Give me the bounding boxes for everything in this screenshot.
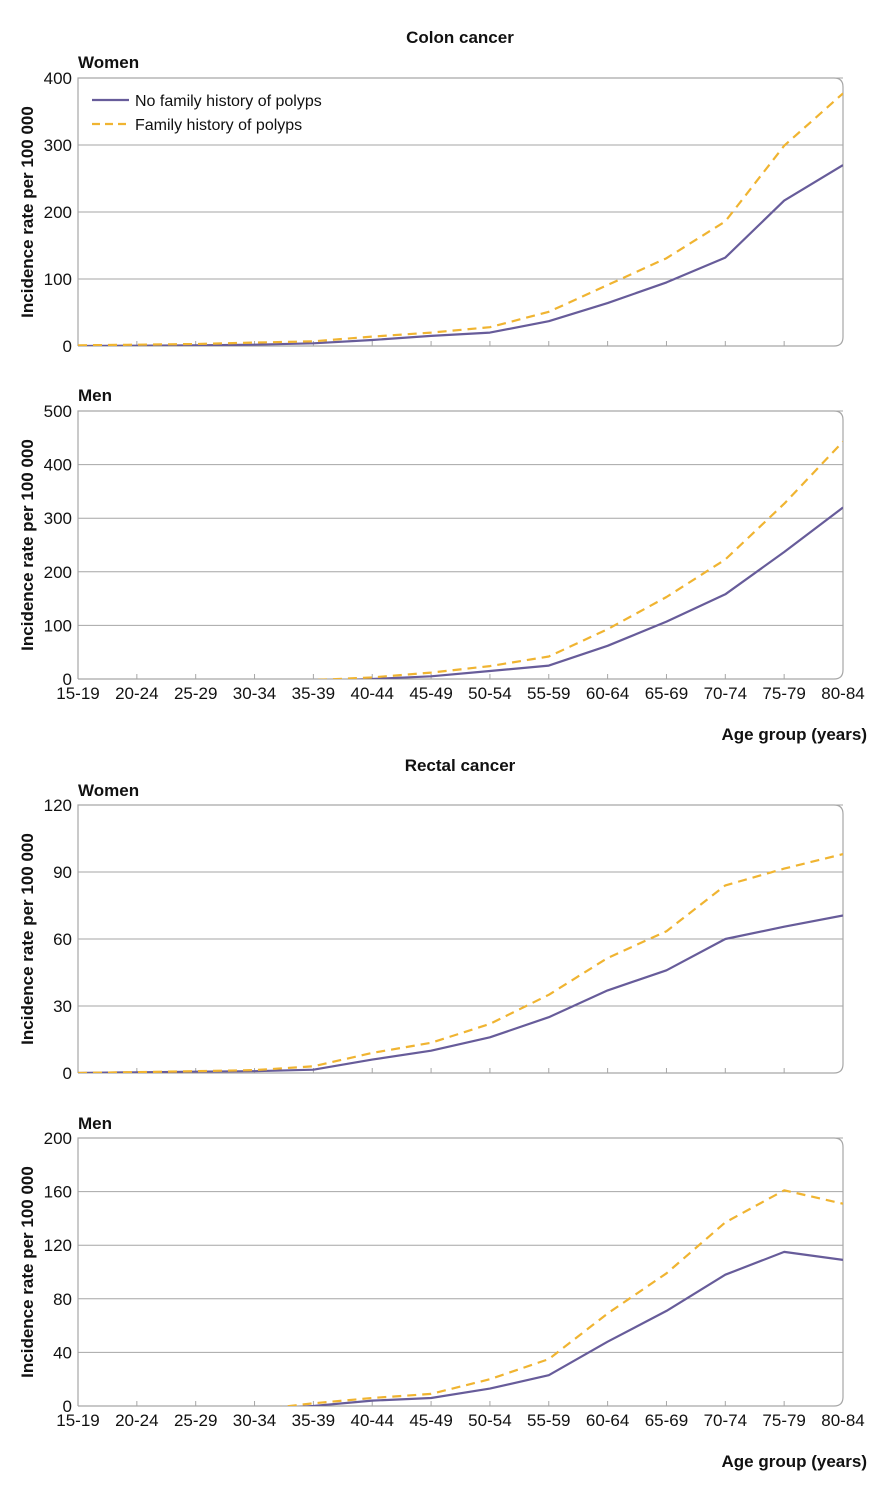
x-tick-label: 80-84: [821, 1411, 864, 1430]
chart-panel-1: 0 100 200 300 400 500 Men Incidence rate per 10…: [18, 386, 867, 744]
y-axis-label: Incidence rate per 100 000: [18, 1166, 37, 1378]
x-tick-label: 50-54: [468, 684, 511, 703]
y-tick-label: 100: [44, 270, 72, 289]
y-tick-label: 120: [44, 1236, 72, 1255]
x-axis-label: Age group (years): [722, 725, 867, 744]
chart-panel-0: 0 100 200 300 400 Women Incidence rate per 100…: [18, 53, 844, 356]
y-tick-label: 300: [44, 136, 72, 155]
y-tick-label: 160: [44, 1183, 72, 1202]
series-group: [279, 1189, 843, 1406]
x-tick-label: 20-24: [115, 684, 158, 703]
series-line-no-family-history: [348, 506, 843, 679]
series-line-no-family-history: [78, 164, 843, 346]
y-tick-label: 500: [44, 402, 72, 421]
x-tick-label: 65-69: [645, 1411, 688, 1430]
y-tick-label: 100: [44, 616, 72, 635]
x-axis-label: Age group (years): [722, 1452, 867, 1471]
x-tick-label: 30-34: [233, 684, 276, 703]
x-tick-label: 45-49: [409, 1411, 452, 1430]
x-tick-label: 25-29: [174, 1411, 217, 1430]
section-title-rectal: Rectal cancer: [405, 756, 516, 775]
series-group: [313, 440, 843, 679]
y-tick-label: 400: [44, 456, 72, 475]
x-tick-label: 65-69: [645, 684, 688, 703]
x-tick-label: 55-59: [527, 1411, 570, 1430]
y-tick-label: 200: [44, 563, 72, 582]
x-tick-label: 50-54: [468, 1411, 511, 1430]
x-tick-label: 80-84: [821, 684, 864, 703]
x-tick-label: 20-24: [115, 1411, 158, 1430]
series-line-family-history: [78, 853, 843, 1073]
series-line-family-history: [78, 92, 843, 346]
series-line-family-history: [279, 1189, 843, 1406]
y-tick-label: 300: [44, 509, 72, 528]
x-tick-label: 15-19: [56, 1411, 99, 1430]
plot-frame: [77, 410, 844, 680]
x-tick-label: 45-49: [409, 684, 452, 703]
legend-label: Family history of polyps: [135, 117, 302, 134]
panel-label: Women: [78, 781, 139, 800]
panel-label: Men: [78, 1114, 112, 1133]
x-tick-label: 35-39: [292, 684, 335, 703]
y-tick-label: 120: [44, 796, 72, 815]
x-tick-label: 30-34: [233, 1411, 276, 1430]
y-tick-label: 400: [44, 69, 72, 88]
section-title-colon: Colon cancer: [406, 28, 514, 47]
x-tick-label: 70-74: [704, 1411, 747, 1430]
panel-label: Women: [78, 53, 139, 72]
y-tick-label: 0: [63, 1397, 72, 1416]
y-axis-label: Incidence rate per 100 000: [18, 106, 37, 318]
x-tick-label: 55-59: [527, 684, 570, 703]
x-tick-label: 70-74: [704, 684, 747, 703]
series-line-no-family-history: [297, 1250, 843, 1406]
legend: No family history of polyps Family histor…: [92, 93, 322, 134]
y-tick-label: 60: [53, 930, 72, 949]
x-tick-label: 40-44: [350, 1411, 393, 1430]
x-tick-label: 40-44: [350, 684, 393, 703]
plot-frame: [77, 1137, 844, 1407]
x-tick-label: 75-79: [762, 684, 805, 703]
series-line-family-history: [313, 440, 843, 679]
y-tick-label: 0: [63, 1064, 72, 1083]
y-tick-label: 30: [53, 997, 72, 1016]
y-tick-label: 80: [53, 1290, 72, 1309]
x-tick-label: 25-29: [174, 684, 217, 703]
chart-panel-2: 0 30 60 90 120 Women Incidence rate per 100 00…: [18, 781, 844, 1083]
y-tick-label: 0: [63, 337, 72, 356]
x-tick-label: 15-19: [56, 684, 99, 703]
y-tick-label: 200: [44, 1129, 72, 1148]
series-group: [78, 92, 843, 346]
legend-label: No family history of polyps: [135, 93, 322, 110]
y-axis-label: Incidence rate per 100 000: [18, 439, 37, 651]
y-tick-label: 40: [53, 1343, 72, 1362]
x-tick-label: 35-39: [292, 1411, 335, 1430]
series-group: [78, 853, 843, 1073]
x-tick-label: 75-79: [762, 1411, 805, 1430]
panel-label: Men: [78, 386, 112, 405]
y-axis-label: Incidence rate per 100 000: [18, 833, 37, 1045]
x-tick-label: 60-64: [586, 1411, 629, 1430]
x-tick-label: 60-64: [586, 684, 629, 703]
chart-panel-3: 0 40 80 120 160 200 Men Incidence rate per 100 …: [18, 1114, 867, 1471]
y-tick-label: 90: [53, 863, 72, 882]
y-tick-label: 200: [44, 203, 72, 222]
y-tick-label: 0: [63, 670, 72, 689]
